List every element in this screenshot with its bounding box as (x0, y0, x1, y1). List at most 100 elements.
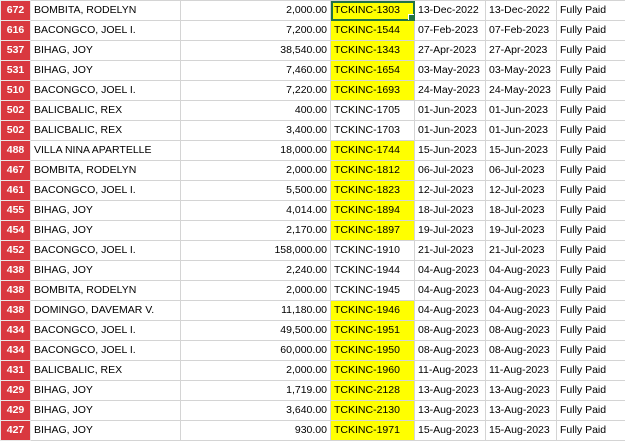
payee-cell[interactable]: BIHAG, JOY (30, 60, 181, 81)
amount-cell[interactable]: 60,000.00 (180, 340, 331, 361)
status-cell[interactable]: Fully Paid (556, 20, 625, 41)
date-cell[interactable]: 07-Feb-2023 (414, 20, 486, 41)
amount-cell[interactable]: 2,000.00 (180, 0, 331, 21)
amount-cell[interactable]: 49,500.00 (180, 320, 331, 341)
reference-cell[interactable]: TCKINC-1744 (330, 140, 415, 161)
payee-cell[interactable]: BACONGCO, JOEL I. (30, 240, 181, 261)
date-paid-cell[interactable]: 06-Jul-2023 (485, 160, 557, 181)
reference-cell[interactable]: TCKINC-1951 (330, 320, 415, 341)
status-cell[interactable]: Fully Paid (556, 380, 625, 401)
reference-cell[interactable]: TCKINC-1303 (330, 0, 415, 21)
date-paid-cell[interactable]: 21-Jul-2023 (485, 240, 557, 261)
amount-cell[interactable]: 7,460.00 (180, 60, 331, 81)
amount-cell[interactable]: 5,500.00 (180, 180, 331, 201)
status-cell[interactable]: Fully Paid (556, 280, 625, 301)
date-cell[interactable]: 24-May-2023 (414, 80, 486, 101)
date-paid-cell[interactable]: 27-Apr-2023 (485, 40, 557, 61)
payee-cell[interactable]: BALICBALIC, REX (30, 120, 181, 141)
date-cell[interactable]: 12-Jul-2023 (414, 180, 486, 201)
payee-cell[interactable]: BIHAG, JOY (30, 420, 181, 441)
row-number[interactable]: 502 (0, 100, 31, 121)
reference-cell[interactable]: TCKINC-1812 (330, 160, 415, 181)
payee-cell[interactable]: VILLA NINA APARTELLE (30, 140, 181, 161)
date-paid-cell[interactable]: 19-Jul-2023 (485, 220, 557, 241)
date-paid-cell[interactable]: 11-Aug-2023 (485, 360, 557, 381)
date-cell[interactable]: 15-Jun-2023 (414, 140, 486, 161)
reference-cell[interactable]: TCKINC-1693 (330, 80, 415, 101)
amount-cell[interactable]: 2,240.00 (180, 260, 331, 281)
payee-cell[interactable]: BOMBITA, RODELYN (30, 0, 181, 21)
status-cell[interactable]: Fully Paid (556, 260, 625, 281)
payee-cell[interactable]: BACONGCO, JOEL I. (30, 320, 181, 341)
payee-cell[interactable]: DOMINGO, DAVEMAR V. (30, 300, 181, 321)
row-number[interactable]: 454 (0, 220, 31, 241)
status-cell[interactable]: Fully Paid (556, 340, 625, 361)
amount-cell[interactable]: 18,000.00 (180, 140, 331, 161)
amount-cell[interactable]: 4,014.00 (180, 200, 331, 221)
amount-cell[interactable]: 930.00 (180, 420, 331, 441)
date-paid-cell[interactable]: 04-Aug-2023 (485, 280, 557, 301)
date-cell[interactable]: 15-Aug-2023 (414, 420, 486, 441)
payee-cell[interactable]: BIHAG, JOY (30, 400, 181, 421)
date-cell[interactable]: 06-Jul-2023 (414, 160, 486, 181)
status-cell[interactable]: Fully Paid (556, 160, 625, 181)
date-cell[interactable]: 19-Jul-2023 (414, 220, 486, 241)
status-cell[interactable]: Fully Paid (556, 300, 625, 321)
row-number[interactable]: 488 (0, 140, 31, 161)
reference-cell[interactable]: TCKINC-1971 (330, 420, 415, 441)
date-cell[interactable]: 04-Aug-2023 (414, 300, 486, 321)
reference-cell[interactable]: TCKINC-1950 (330, 340, 415, 361)
date-paid-cell[interactable]: 18-Jul-2023 (485, 200, 557, 221)
reference-cell[interactable]: TCKINC-2130 (330, 400, 415, 421)
amount-cell[interactable]: 3,400.00 (180, 120, 331, 141)
date-cell[interactable]: 08-Aug-2023 (414, 340, 486, 361)
reference-cell[interactable]: TCKINC-1823 (330, 180, 415, 201)
payee-cell[interactable]: BIHAG, JOY (30, 380, 181, 401)
row-number[interactable]: 431 (0, 360, 31, 381)
reference-cell[interactable]: TCKINC-1544 (330, 20, 415, 41)
status-cell[interactable]: Fully Paid (556, 0, 625, 21)
status-cell[interactable]: Fully Paid (556, 220, 625, 241)
status-cell[interactable]: Fully Paid (556, 100, 625, 121)
amount-cell[interactable]: 2,000.00 (180, 280, 331, 301)
payee-cell[interactable]: BACONGCO, JOEL I. (30, 80, 181, 101)
status-cell[interactable]: Fully Paid (556, 40, 625, 61)
payee-cell[interactable]: BIHAG, JOY (30, 200, 181, 221)
reference-cell[interactable]: TCKINC-1945 (330, 280, 415, 301)
payee-cell[interactable]: BOMBITA, RODELYN (30, 160, 181, 181)
row-number[interactable]: 461 (0, 180, 31, 201)
date-cell[interactable]: 27-Apr-2023 (414, 40, 486, 61)
row-number[interactable]: 510 (0, 80, 31, 101)
date-cell[interactable]: 13-Aug-2023 (414, 400, 486, 421)
amount-cell[interactable]: 2,000.00 (180, 360, 331, 381)
payee-cell[interactable]: BALICBALIC, REX (30, 100, 181, 121)
payee-cell[interactable]: BOMBITA, RODELYN (30, 280, 181, 301)
reference-cell[interactable]: TCKINC-1894 (330, 200, 415, 221)
date-paid-cell[interactable]: 01-Jun-2023 (485, 120, 557, 141)
reference-cell[interactable]: TCKINC-2128 (330, 380, 415, 401)
status-cell[interactable]: Fully Paid (556, 400, 625, 421)
date-cell[interactable]: 18-Jul-2023 (414, 200, 486, 221)
row-number[interactable]: 438 (0, 280, 31, 301)
reference-cell[interactable]: TCKINC-1343 (330, 40, 415, 61)
date-paid-cell[interactable]: 04-Aug-2023 (485, 300, 557, 321)
amount-cell[interactable]: 7,220.00 (180, 80, 331, 101)
date-cell[interactable]: 08-Aug-2023 (414, 320, 486, 341)
date-cell[interactable]: 03-May-2023 (414, 60, 486, 81)
status-cell[interactable]: Fully Paid (556, 120, 625, 141)
row-number[interactable]: 502 (0, 120, 31, 141)
reference-cell[interactable]: TCKINC-1944 (330, 260, 415, 281)
date-cell[interactable]: 01-Jun-2023 (414, 120, 486, 141)
date-paid-cell[interactable]: 13-Aug-2023 (485, 400, 557, 421)
payee-cell[interactable]: BIHAG, JOY (30, 260, 181, 281)
date-paid-cell[interactable]: 03-May-2023 (485, 60, 557, 81)
date-cell[interactable]: 13-Dec-2022 (414, 0, 486, 21)
amount-cell[interactable]: 7,200.00 (180, 20, 331, 41)
row-number[interactable]: 467 (0, 160, 31, 181)
date-paid-cell[interactable]: 13-Dec-2022 (485, 0, 557, 21)
row-number[interactable]: 672 (0, 0, 31, 21)
date-cell[interactable]: 11-Aug-2023 (414, 360, 486, 381)
date-paid-cell[interactable]: 01-Jun-2023 (485, 100, 557, 121)
status-cell[interactable]: Fully Paid (556, 180, 625, 201)
row-number[interactable]: 429 (0, 400, 31, 421)
